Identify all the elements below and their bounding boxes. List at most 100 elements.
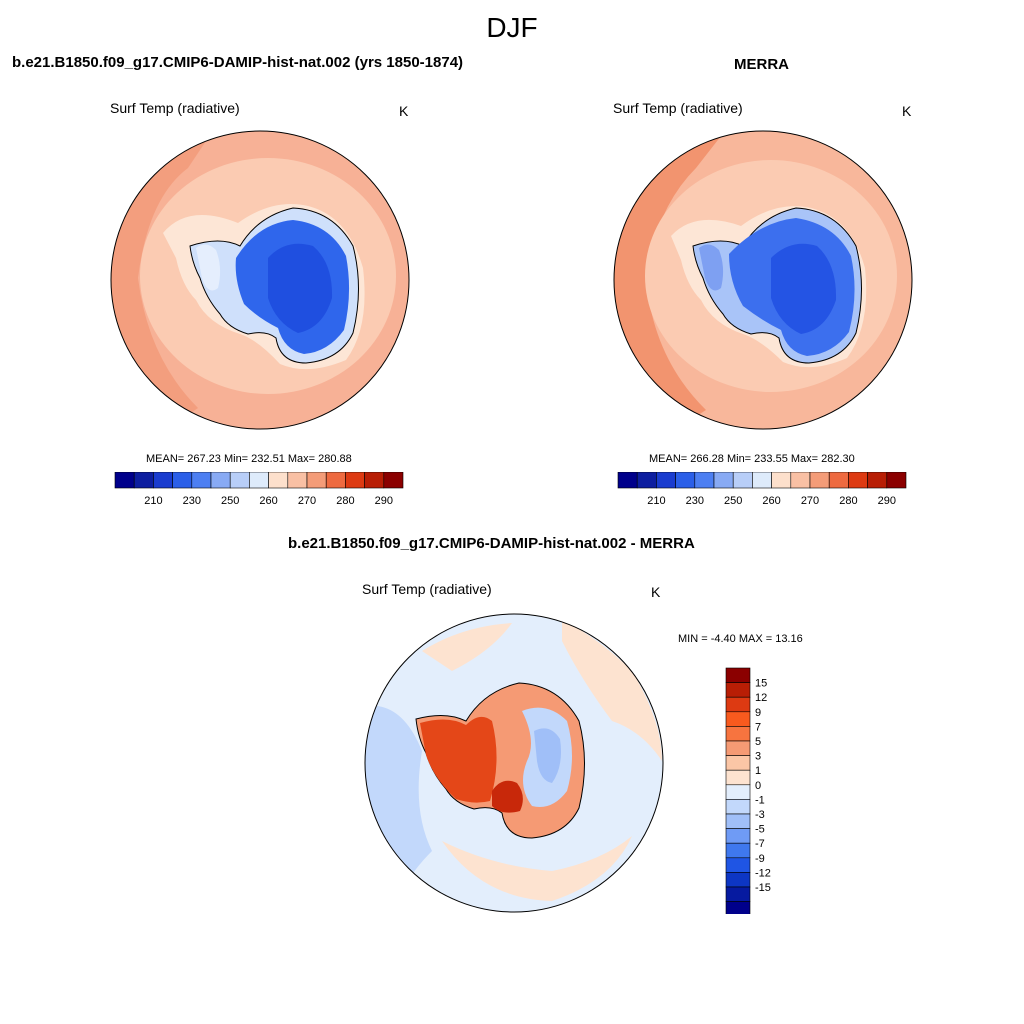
panel-3-warm-patch-south xyxy=(442,836,632,901)
panel-3-colorbar-swatch xyxy=(725,828,751,844)
panel-2-map xyxy=(613,130,913,430)
panel-1-colorbar-tick-label: 270 xyxy=(298,495,316,507)
panel-1-map xyxy=(110,130,410,430)
panel-2-colorbar-swatch xyxy=(828,472,849,489)
panel-2-peninsula xyxy=(699,244,724,291)
panel-1-colorbar-swatch xyxy=(191,472,212,489)
panel-1-colorbar-swatch xyxy=(268,472,289,489)
panel-3-warm-bias-west xyxy=(420,716,497,803)
panel-1-colorbar-tick-label: 230 xyxy=(183,495,201,507)
figure-title: DJF xyxy=(486,12,538,43)
panel-3-colorbar-swatch xyxy=(725,886,751,902)
panel-2-stats: MEAN= 266.28 Min= 233.55 Max= 282.30 xyxy=(649,453,855,465)
panel-2-colorbar-swatch xyxy=(617,472,638,489)
panel-1-colorbar-tick-label: 290 xyxy=(375,495,393,507)
panel-2-colorbar-swatch xyxy=(656,472,676,489)
panel-1-colorbar-swatch xyxy=(345,472,365,489)
panel-1-variable-label: Surf Temp (radiative) xyxy=(110,100,240,116)
panel-3-colorbar-swatch xyxy=(725,872,751,888)
panel-3-colorbar-swatch xyxy=(725,769,751,786)
panel-2-warm-patch-west xyxy=(614,136,721,429)
panel-3-colorbar-swatch xyxy=(725,799,751,815)
panel-1-colorbar-swatch xyxy=(172,472,193,489)
panel-3-warm-patch-east xyxy=(562,619,662,761)
panel-2-colorbar-tick-label: 290 xyxy=(878,495,896,507)
panel-3-cool-bias-core xyxy=(534,728,561,783)
panel-3-colorbar-swatch xyxy=(725,857,751,873)
panel-1-colorbar-swatch xyxy=(210,472,231,489)
panel-2-colorbar-swatch xyxy=(694,472,715,489)
panel-1-colorbar-swatch xyxy=(153,472,173,489)
panel-3-colorbar-swatch xyxy=(725,696,751,713)
panel-3-colorbar-tick-label: -3 xyxy=(755,809,765,821)
panel-3-units-label: K xyxy=(651,584,661,600)
panel-1-colorbar-swatch xyxy=(383,472,404,489)
panel-2-colorbar: 210230250260270280290300 xyxy=(617,472,907,507)
panel-1-map-border xyxy=(110,130,410,430)
panel-3-colorbar-swatch xyxy=(725,842,751,859)
panel-3-colorbar-swatch xyxy=(725,711,751,727)
panel-3-colorbar-tick-label: -12 xyxy=(755,867,771,879)
panel-2-colorbar-swatch xyxy=(886,472,907,489)
panel-1-warm-patch-west xyxy=(111,138,208,428)
panel-1-title: b.e21.B1850.f09_g17.CMIP6-DAMIP-hist-nat… xyxy=(12,54,464,71)
panel-1-colorbar: 210230250260270280290300 xyxy=(114,472,404,507)
panel-1-colorbar-swatch xyxy=(325,472,346,489)
panel-2-colorbar-tick-label: 280 xyxy=(839,495,857,507)
panel-1-units-label: K xyxy=(399,103,409,119)
panel-3-warm-bias-core xyxy=(492,780,523,813)
panel-3-colorbar-swatch xyxy=(725,901,751,914)
panel-1-colorbar-tick-label: 280 xyxy=(336,495,354,507)
panel-3-colorbar-tick-label: -1 xyxy=(755,794,765,806)
panel-3-colorbar-tick-label: -15 xyxy=(755,882,771,894)
panel-2-colorbar-tick-label: 250 xyxy=(724,495,742,507)
panel-3-colorbar-swatch xyxy=(725,667,751,683)
panel-1-colorbar-swatch xyxy=(114,472,135,489)
panel-3-colorbar-tick-label: 5 xyxy=(755,736,761,748)
panel-3-map-border xyxy=(364,613,664,913)
panel-1-colorbar-tick-label: 210 xyxy=(144,495,162,507)
panel-2-colorbar-swatch xyxy=(867,472,888,489)
panel-2-ice-sheet-coldest xyxy=(771,243,837,334)
panel-3-colorbar-tick-label: 7 xyxy=(755,721,761,733)
panel-2-units-label: K xyxy=(902,103,912,119)
panel-2-variable-label: Surf Temp (radiative) xyxy=(613,100,743,116)
panel-3-warm-patch-north xyxy=(422,623,512,671)
panel-3-colorbar-tick-label: 0 xyxy=(755,780,761,792)
panel-1-ice-sheet-coldest xyxy=(268,243,333,333)
panel-3-stats: MIN = -4.40 MAX = 13.16 xyxy=(678,633,803,645)
panel-3-colorbar-tick-label: -7 xyxy=(755,838,765,850)
panel-1-colorbar-tick-label: 250 xyxy=(221,495,239,507)
panel-2-colorbar-tick-label: 270 xyxy=(801,495,819,507)
panel-1-colorbar-swatch xyxy=(133,472,154,489)
panel-3-title: b.e21.B1850.f09_g17.CMIP6-DAMIP-hist-nat… xyxy=(288,535,695,552)
panel-2-colorbar-swatch xyxy=(713,472,734,489)
panel-2-colorbar-swatch xyxy=(636,472,657,489)
panel-3-colorbar-tick-label: 1 xyxy=(755,765,761,777)
panel-1-colorbar-swatch xyxy=(287,472,308,489)
panel-2-colorbar-swatch xyxy=(848,472,868,489)
panel-3-variable-label: Surf Temp (radiative) xyxy=(362,581,492,597)
panel-1-peninsula xyxy=(196,244,221,291)
panel-2-colorbar-tick-label: 260 xyxy=(762,495,780,507)
panel-1-colorbar-swatch xyxy=(306,472,327,489)
panel-3-colorbar-swatch xyxy=(725,813,751,829)
panel-1-colorbar-swatch xyxy=(249,472,269,489)
panel-3-map xyxy=(364,613,664,913)
panel-3-colorbar: 15 12 9 7 5 3 1 0 -1 -3 -5 -7 -9 -12 -15 xyxy=(725,667,771,914)
panel-2-colorbar-swatch xyxy=(809,472,830,489)
panel-3-colorbar-swatch xyxy=(725,682,751,698)
panel-3-colorbar-tick-label: 12 xyxy=(755,692,767,704)
panel-2-colorbar-swatch xyxy=(732,472,753,489)
panel-2-colorbar-swatch xyxy=(675,472,696,489)
panel-1-colorbar-tick-label: 260 xyxy=(259,495,277,507)
panel-2-title: MERRA xyxy=(734,56,789,73)
panel-3-colorbar-tick-label: 15 xyxy=(755,678,767,690)
panel-2-colorbar-tick-label: 210 xyxy=(647,495,665,507)
panel-3-colorbar-swatch xyxy=(725,726,751,742)
panel-3-colorbar-tick-label: -5 xyxy=(755,824,765,836)
panel-1-colorbar-swatch xyxy=(229,472,250,489)
panel-2-colorbar-tick-label: 230 xyxy=(686,495,704,507)
panel-2-colorbar-swatch xyxy=(771,472,792,489)
panel-3-colorbar-tick-label: 9 xyxy=(755,707,761,719)
